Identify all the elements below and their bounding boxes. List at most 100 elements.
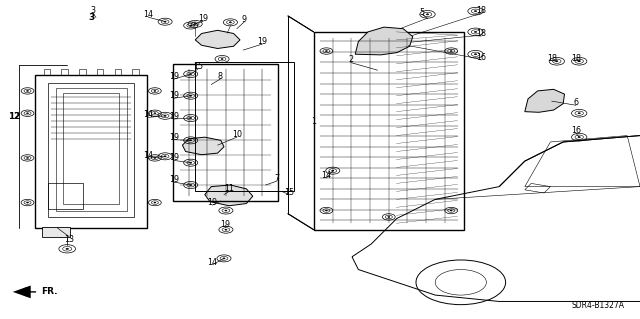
Text: 16: 16 bbox=[476, 53, 486, 62]
Bar bbox=[44, 69, 50, 75]
Text: 19: 19 bbox=[169, 153, 179, 162]
Polygon shape bbox=[355, 27, 413, 55]
Text: 19: 19 bbox=[169, 133, 179, 142]
Circle shape bbox=[221, 58, 223, 60]
Bar bbox=[42, 227, 70, 237]
Text: FR.: FR. bbox=[42, 287, 58, 296]
Circle shape bbox=[474, 11, 477, 12]
Bar bbox=[48, 83, 134, 217]
Text: 19: 19 bbox=[257, 37, 268, 46]
Text: 2: 2 bbox=[348, 56, 353, 64]
Text: 12: 12 bbox=[9, 112, 19, 121]
Circle shape bbox=[332, 170, 334, 171]
Bar bbox=[63, 93, 119, 204]
Text: 1: 1 bbox=[311, 117, 316, 126]
Circle shape bbox=[164, 156, 166, 157]
Circle shape bbox=[578, 113, 580, 114]
Text: 12: 12 bbox=[8, 112, 20, 121]
Circle shape bbox=[154, 91, 156, 92]
Text: 18: 18 bbox=[547, 54, 557, 63]
Text: 19: 19 bbox=[198, 14, 209, 23]
Text: 19: 19 bbox=[169, 72, 179, 81]
Circle shape bbox=[189, 73, 192, 75]
Circle shape bbox=[26, 113, 28, 114]
Circle shape bbox=[26, 91, 28, 92]
Text: 16: 16 bbox=[571, 126, 581, 135]
Polygon shape bbox=[195, 30, 240, 48]
Circle shape bbox=[189, 117, 192, 119]
Text: 3: 3 bbox=[88, 13, 95, 22]
Text: 6: 6 bbox=[573, 98, 579, 107]
Text: 7: 7 bbox=[274, 174, 279, 183]
Circle shape bbox=[189, 95, 192, 96]
Circle shape bbox=[189, 184, 192, 186]
Text: 9: 9 bbox=[242, 15, 247, 24]
Text: 14: 14 bbox=[321, 171, 332, 180]
Circle shape bbox=[229, 22, 232, 23]
Bar bbox=[79, 69, 86, 75]
Circle shape bbox=[556, 61, 558, 62]
Polygon shape bbox=[205, 185, 253, 206]
Text: 19: 19 bbox=[220, 220, 230, 229]
Text: 19: 19 bbox=[169, 112, 179, 121]
Bar bbox=[132, 69, 139, 75]
Text: 14: 14 bbox=[207, 258, 218, 267]
Circle shape bbox=[26, 202, 28, 203]
Circle shape bbox=[451, 210, 452, 211]
Circle shape bbox=[474, 54, 477, 55]
Text: 19: 19 bbox=[169, 175, 179, 184]
Polygon shape bbox=[13, 286, 31, 298]
Bar bbox=[195, 62, 294, 191]
Bar bbox=[314, 32, 464, 230]
Circle shape bbox=[388, 217, 390, 218]
Text: 13: 13 bbox=[64, 235, 74, 244]
Circle shape bbox=[189, 25, 192, 26]
Circle shape bbox=[66, 248, 68, 249]
Bar bbox=[48, 183, 83, 209]
Bar bbox=[173, 64, 278, 201]
Circle shape bbox=[388, 44, 390, 45]
Bar bbox=[97, 69, 103, 75]
Text: 15: 15 bbox=[193, 62, 204, 70]
Circle shape bbox=[225, 210, 227, 211]
Circle shape bbox=[164, 21, 166, 22]
Text: 14: 14 bbox=[143, 10, 154, 19]
Text: 3: 3 bbox=[90, 6, 95, 15]
Circle shape bbox=[578, 61, 580, 62]
Text: 19: 19 bbox=[169, 91, 179, 100]
Text: 14: 14 bbox=[143, 110, 154, 119]
Text: 15: 15 bbox=[284, 188, 294, 197]
Circle shape bbox=[225, 229, 227, 230]
Circle shape bbox=[164, 115, 166, 116]
Circle shape bbox=[451, 50, 452, 51]
Text: 18: 18 bbox=[476, 6, 486, 15]
Text: 18: 18 bbox=[476, 29, 486, 38]
Bar bbox=[61, 69, 68, 75]
Text: 10: 10 bbox=[232, 130, 242, 139]
Text: 14: 14 bbox=[143, 151, 154, 160]
Circle shape bbox=[578, 137, 580, 138]
Text: 19: 19 bbox=[207, 198, 218, 207]
Polygon shape bbox=[182, 137, 224, 155]
Circle shape bbox=[474, 31, 477, 33]
Circle shape bbox=[223, 258, 225, 259]
Circle shape bbox=[194, 23, 196, 25]
Bar bbox=[35, 75, 147, 228]
Text: 18: 18 bbox=[571, 54, 581, 63]
Circle shape bbox=[426, 14, 429, 15]
Circle shape bbox=[326, 210, 327, 211]
Text: 5: 5 bbox=[420, 8, 425, 17]
Text: 11: 11 bbox=[224, 184, 234, 193]
Circle shape bbox=[154, 202, 156, 203]
Circle shape bbox=[26, 158, 28, 159]
Bar bbox=[115, 69, 121, 75]
Circle shape bbox=[326, 50, 327, 51]
Circle shape bbox=[154, 113, 156, 114]
Circle shape bbox=[189, 162, 192, 163]
Bar bbox=[56, 88, 127, 211]
Text: 8: 8 bbox=[218, 72, 223, 81]
Text: SDR4-B1327A: SDR4-B1327A bbox=[571, 301, 624, 310]
Circle shape bbox=[154, 158, 156, 159]
Circle shape bbox=[189, 140, 192, 141]
Polygon shape bbox=[525, 89, 564, 112]
